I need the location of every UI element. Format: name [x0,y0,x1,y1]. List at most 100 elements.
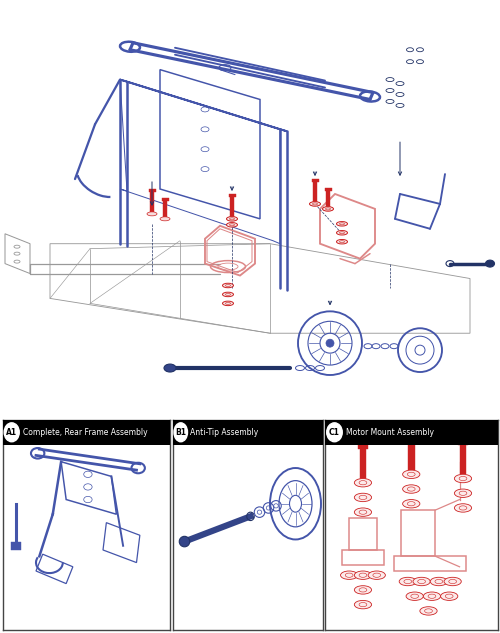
Bar [230,197,234,219]
Circle shape [326,339,334,347]
Text: Anti-Tip Assembly: Anti-Tip Assembly [190,428,259,437]
Ellipse shape [346,573,353,577]
Ellipse shape [310,202,320,206]
Bar [324,188,332,191]
Ellipse shape [435,579,442,584]
Ellipse shape [404,579,411,584]
Ellipse shape [454,504,471,512]
Bar [163,201,167,219]
Bar [2,420,170,445]
Bar [11,542,21,550]
Ellipse shape [411,594,418,598]
Ellipse shape [179,536,190,547]
Ellipse shape [486,260,494,267]
Ellipse shape [336,222,347,226]
Ellipse shape [230,218,234,220]
Ellipse shape [354,586,372,594]
Ellipse shape [430,577,448,586]
Ellipse shape [359,603,367,606]
Text: A1: A1 [6,428,18,437]
Ellipse shape [424,609,432,613]
Ellipse shape [354,601,372,609]
Bar [325,420,498,445]
Ellipse shape [373,573,380,577]
Ellipse shape [354,479,372,487]
Ellipse shape [310,202,320,206]
Ellipse shape [326,208,330,210]
Circle shape [174,423,188,442]
Bar [150,192,154,214]
Ellipse shape [424,592,440,601]
Ellipse shape [354,508,372,517]
Bar [228,194,235,197]
Ellipse shape [420,606,437,615]
Ellipse shape [359,573,367,577]
Ellipse shape [323,207,333,211]
Ellipse shape [222,292,234,297]
Ellipse shape [226,294,230,296]
Ellipse shape [446,594,453,598]
Bar [172,420,322,445]
Ellipse shape [454,474,471,483]
Bar [148,189,156,192]
Bar [408,441,414,470]
Text: Complete, Rear Frame Assembly: Complete, Rear Frame Assembly [22,428,147,437]
Ellipse shape [408,472,415,477]
Ellipse shape [413,577,430,586]
Ellipse shape [322,206,334,211]
Ellipse shape [402,470,420,479]
Ellipse shape [359,510,367,514]
Ellipse shape [164,364,176,372]
Ellipse shape [402,499,420,508]
Ellipse shape [160,217,170,221]
Ellipse shape [459,491,467,496]
Ellipse shape [444,577,462,586]
Bar [326,191,330,209]
Ellipse shape [449,579,456,584]
Ellipse shape [428,594,436,598]
Bar [312,179,318,182]
Ellipse shape [408,487,415,491]
Ellipse shape [459,477,467,480]
Ellipse shape [147,212,157,216]
Circle shape [326,423,342,442]
Bar [162,198,168,201]
Ellipse shape [226,284,230,287]
Ellipse shape [459,506,467,510]
Ellipse shape [454,489,471,498]
Ellipse shape [440,592,458,601]
Ellipse shape [340,223,344,225]
Bar [406,434,416,441]
Bar [460,445,466,474]
Ellipse shape [312,203,318,205]
Bar [358,443,368,449]
Ellipse shape [418,579,426,584]
Ellipse shape [226,216,237,221]
Ellipse shape [222,301,234,306]
Ellipse shape [408,501,415,506]
Ellipse shape [354,493,372,501]
Ellipse shape [230,224,234,226]
Ellipse shape [336,230,347,235]
Ellipse shape [340,232,344,234]
Bar [458,439,468,445]
Ellipse shape [359,588,367,592]
Text: B1: B1 [176,428,186,437]
Ellipse shape [399,577,416,586]
Ellipse shape [222,283,234,288]
Ellipse shape [226,223,237,227]
Ellipse shape [226,303,230,304]
Text: C1: C1 [329,428,340,437]
Ellipse shape [368,571,386,579]
Text: Motor Mount Assembly: Motor Mount Assembly [346,428,434,437]
Ellipse shape [340,571,358,579]
Ellipse shape [406,592,423,601]
Bar [360,449,366,479]
Ellipse shape [336,239,347,244]
Ellipse shape [402,485,420,493]
Bar [313,182,317,204]
Ellipse shape [354,571,372,579]
Ellipse shape [359,496,367,499]
Ellipse shape [359,480,367,485]
Ellipse shape [227,217,237,221]
